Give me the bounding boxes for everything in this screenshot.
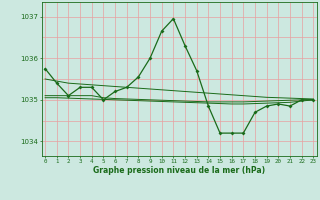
X-axis label: Graphe pression niveau de la mer (hPa): Graphe pression niveau de la mer (hPa) — [93, 166, 265, 175]
